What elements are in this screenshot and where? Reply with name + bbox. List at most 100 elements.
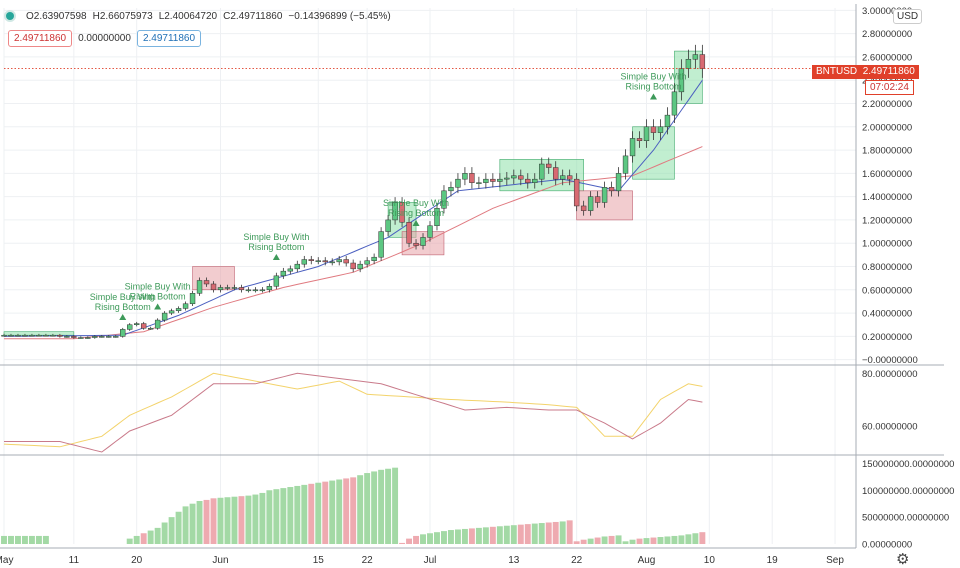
candle-7 (50, 333, 56, 337)
candle-36 (252, 287, 259, 293)
candle-body-47 (329, 261, 335, 264)
candle-32 (224, 284, 231, 291)
candle-body-44 (308, 259, 314, 261)
candle-56 (392, 197, 398, 225)
volume-axis-label-2: 50000000.00000000 (862, 513, 949, 524)
volume-bar-0 (1, 535, 7, 544)
candle-body-92 (643, 126, 650, 141)
volume-bar-83 (580, 539, 587, 544)
candle-34 (238, 284, 245, 293)
time-axis-label-3: Jun (212, 555, 228, 566)
candle-66 (462, 167, 468, 186)
buy-signal-arrow-1 (154, 303, 162, 310)
candle-76 (532, 173, 538, 189)
candle-65 (455, 173, 461, 194)
candle-0 (1, 333, 7, 337)
open-value: O2.63907598 (26, 10, 87, 22)
candle-55 (385, 215, 391, 237)
candle-5 (36, 333, 42, 337)
candle-24 (168, 308, 175, 316)
candle-48 (336, 255, 342, 266)
volume-axis-label-3: 0.00000000 (862, 540, 912, 551)
volume-axis-label-1: 100000000.00000000 (862, 486, 954, 497)
candle-body-54 (378, 231, 384, 258)
candle-53 (371, 253, 377, 265)
candle-body-2 (15, 334, 21, 337)
buy-signal-arrow-3 (412, 220, 420, 227)
time-axis-label-6: Jul (424, 555, 437, 566)
buy-signal-arrow-0 (119, 313, 127, 320)
candle-95 (664, 107, 671, 135)
candle-body-74 (518, 175, 524, 180)
candle-74 (518, 169, 524, 186)
candle-body-45 (315, 260, 321, 262)
price-axis-label-7: 1.60000000 (862, 169, 912, 180)
buy-signal-label-1-line-0: Simple Buy With (125, 282, 191, 292)
candle-body-17 (120, 329, 126, 337)
candle-body-78 (546, 163, 552, 168)
candle-35 (245, 287, 252, 293)
volume-bar-32 (224, 497, 231, 544)
candle-58 (406, 217, 412, 248)
volume-bar-97 (678, 535, 685, 544)
candle-4 (29, 333, 35, 337)
indicator-value-blue[interactable]: 2.49711860 (136, 30, 202, 47)
candle-body-70 (490, 178, 496, 182)
candle-body-93 (650, 126, 657, 133)
candle-40 (280, 267, 287, 279)
candle-42 (294, 260, 301, 273)
candle-body-58 (406, 222, 412, 244)
candle-body-50 (350, 262, 356, 270)
candle-6 (43, 333, 49, 337)
candle-57 (399, 197, 405, 227)
candle-body-4 (29, 334, 35, 337)
candle-13 (92, 335, 98, 339)
candle-21 (147, 326, 154, 330)
volume-bar-45 (315, 482, 322, 544)
volume-bar-81 (566, 520, 573, 544)
candle-body-5 (36, 334, 42, 337)
candle-body-76 (532, 178, 538, 183)
volume-bar-50 (350, 477, 357, 544)
candle-body-100 (699, 54, 706, 69)
settings-gear-icon[interactable]: ⚙ (896, 551, 910, 568)
volume-bar-77 (538, 523, 545, 544)
time-axis-label-4: 15 (313, 555, 325, 566)
price-axis-label-15: −0.00000000 (862, 355, 918, 366)
candle-body-95 (664, 114, 671, 128)
buy-signal-arrow-4 (649, 93, 657, 100)
price-axis-label-14: 0.20000000 (862, 332, 912, 343)
indicator-value-red[interactable]: 2.49711860 (8, 30, 73, 47)
candle-72 (504, 171, 510, 186)
candle-body-60 (420, 237, 426, 246)
price-axis-label-1: 2.80000000 (862, 29, 912, 40)
candle-31 (217, 284, 224, 293)
symbol-status-icon (6, 12, 14, 20)
volume-bar-89 (622, 541, 629, 544)
candle-30 (210, 281, 217, 293)
volume-bar-2 (14, 535, 21, 544)
volume-bar-62 (434, 532, 440, 544)
buy-signal-label-2-line-1: Rising Bottom (248, 242, 304, 252)
bar-countdown: 07:02:24 (865, 80, 914, 95)
volume-bar-91 (636, 538, 643, 544)
candle-body-19 (133, 323, 140, 325)
oscillator-axis-label-0: 80.00000000 (862, 369, 917, 380)
candle-27 (189, 290, 196, 307)
volume-bar-30 (210, 498, 217, 544)
candle-body-81 (566, 175, 573, 180)
volume-bar-36 (252, 494, 259, 544)
candle-96 (671, 83, 678, 124)
price-axis-label-4: 2.20000000 (862, 99, 912, 110)
candle-body-90 (629, 138, 636, 157)
candle-body-20 (140, 323, 147, 329)
volume-bar-44 (308, 483, 315, 544)
high-value: H2.66075973 (92, 10, 153, 22)
currency-button[interactable]: USD (893, 9, 923, 24)
candle-body-22 (154, 319, 161, 329)
candle-93 (650, 119, 657, 140)
time-axis-label-10: 10 (704, 555, 716, 566)
candle-body-11 (78, 337, 84, 339)
candle-45 (315, 257, 321, 265)
